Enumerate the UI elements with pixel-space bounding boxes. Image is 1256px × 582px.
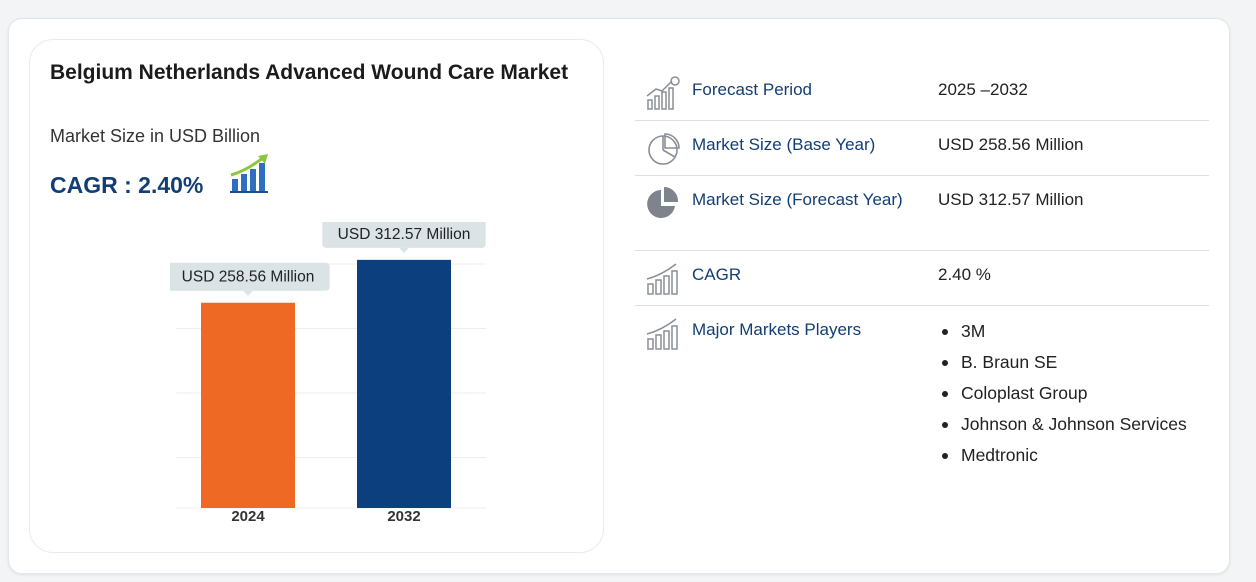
list-item: Coloplast Group: [938, 380, 1188, 407]
chart-card: [29, 39, 604, 553]
row-cagr: CAGR 2.40 %: [635, 251, 1209, 306]
row-label: CAGR: [692, 265, 742, 284]
pie-chart-outline-icon: [648, 133, 680, 165]
row-value: 2025 –2032: [938, 80, 1028, 99]
row-label: Major Markets Players: [692, 320, 862, 339]
card-title: Belgium Netherlands Advanced Wound Care …: [50, 61, 569, 84]
row-label: Forecast Period: [692, 80, 812, 99]
row-label: Market Size (Base Year): [692, 135, 876, 154]
bar-2024: [201, 302, 295, 508]
row-forecast-period: Forecast Period 2025 –2032: [635, 66, 1209, 121]
row-value: USD 258.56 Million: [938, 135, 1084, 154]
data-label-pointer: [243, 290, 253, 296]
bar-chart: USD 258.56 Million 2024 USD 312.57 Million…: [170, 222, 486, 522]
list-item: 3M: [938, 318, 1188, 345]
list-item: Johnson & Johnson Services: [938, 411, 1188, 438]
data-label: USD 312.57 Million: [338, 226, 471, 243]
cagr-headline: CAGR : 2.40%: [50, 172, 204, 198]
list-item: Medtronic: [938, 442, 1188, 469]
bar-2032: [357, 259, 451, 508]
pie-chart-filled-icon: [647, 186, 679, 218]
row-major-players: Major Markets Players 3M B. Braun SE Col…: [635, 306, 1209, 506]
growth-chart-icon: [646, 76, 680, 110]
row-value: USD 312.57 Million: [938, 190, 1084, 209]
growth-bars-icon: [230, 154, 268, 193]
data-label: USD 258.56 Million: [182, 269, 315, 286]
bar-growth-icon: [646, 263, 678, 295]
row-label: Market Size (Forecast Year): [692, 190, 903, 209]
data-label-box: [170, 262, 330, 291]
row-forecast-year-size: Market Size (Forecast Year) USD 312.57 M…: [635, 176, 1209, 251]
x-tick-label: 2024: [231, 508, 265, 522]
list-item: B. Braun SE: [938, 349, 1188, 376]
players-list: 3M B. Braun SE Coloplast Group Johnson &…: [938, 318, 1188, 473]
bar-growth-icon: [646, 318, 678, 350]
row-base-year-size: Market Size (Base Year) USD 258.56 Milli…: [635, 121, 1209, 176]
chart-subtitle: Market Size in USD Billion: [50, 126, 261, 146]
x-tick-label: 2032: [387, 508, 420, 522]
data-label-pointer: [399, 247, 409, 253]
row-value: 2.40 %: [938, 265, 991, 284]
data-label-box: [322, 222, 486, 248]
